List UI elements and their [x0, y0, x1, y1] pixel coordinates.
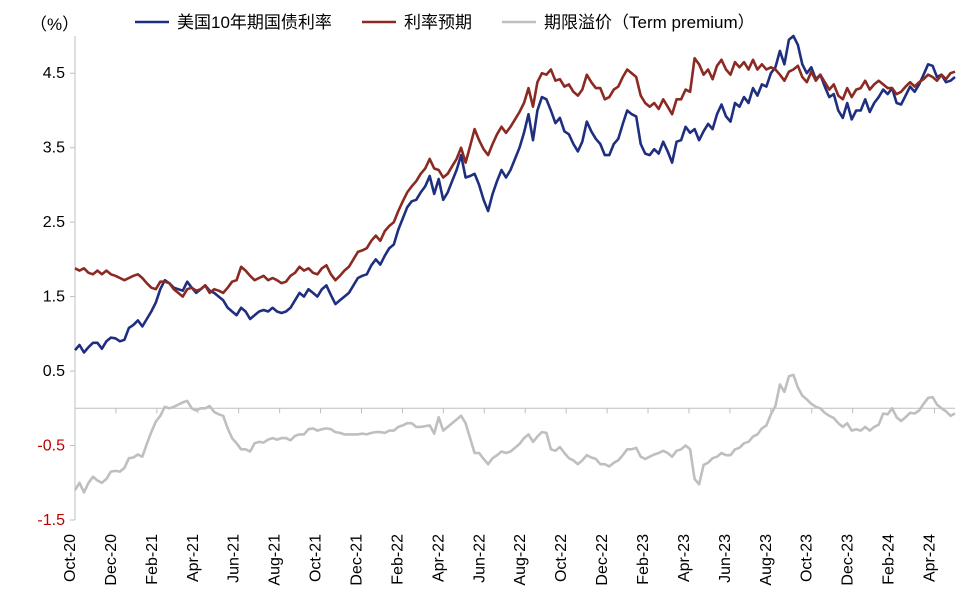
x-tick-label: Dec-21: [349, 534, 366, 586]
x-tick-label: Aug-23: [758, 534, 775, 586]
x-tick-label: Aug-21: [267, 534, 284, 586]
y-tick-label: -0.5: [37, 438, 65, 455]
y-tick-label: -1.5: [37, 512, 65, 529]
y-tick-label: 3.5: [43, 140, 65, 157]
legend-label: 美国10年期国债利率: [177, 13, 332, 32]
x-tick-label: Oct-22: [553, 534, 570, 582]
legend-label: 期限溢价（Term premium）: [544, 13, 755, 32]
x-tick-label: Jun-21: [226, 534, 243, 583]
legend-label: 利率预期: [404, 13, 472, 32]
x-tick-label: Dec-22: [594, 534, 611, 586]
line-chart: -1.5 -0.5 0.5 1.5 2.5 3.5 4.5 Oct-20 Dec-20 Feb-2…: [0, 0, 969, 604]
unit-label: （%）: [30, 15, 79, 34]
x-tick-label: Aug-22: [512, 534, 529, 586]
x-tick-label: Oct-23: [799, 534, 816, 582]
x-tick-label: Dec-23: [840, 534, 857, 586]
x-tick-label: Apr-24: [922, 534, 939, 582]
x-tick-label: Oct-20: [62, 534, 79, 582]
x-tick-label: Apr-21: [185, 534, 202, 582]
chart-container: -1.5 -0.5 0.5 1.5 2.5 3.5 4.5 Oct-20 Dec-20 Feb-2…: [0, 0, 969, 604]
x-tick-label: Apr-22: [430, 534, 447, 582]
chart-bg: [0, 0, 969, 604]
x-tick-label: Oct-21: [308, 534, 325, 582]
y-tick-label: 2.5: [43, 214, 65, 231]
x-tick-label: Dec-20: [103, 534, 120, 586]
x-tick-label: Jun-23: [717, 534, 734, 583]
x-tick-label: Feb-22: [389, 534, 406, 585]
y-tick-label: 0.5: [43, 363, 65, 380]
y-tick-label: 1.5: [43, 289, 65, 306]
x-tick-label: Feb-21: [144, 534, 161, 585]
x-tick-label: Feb-23: [635, 534, 652, 585]
y-tick-label: 4.5: [43, 65, 65, 82]
x-tick-label: Apr-23: [676, 534, 693, 582]
x-tick-label: Jun-22: [471, 534, 488, 583]
x-tick-label: Feb-24: [881, 534, 898, 585]
